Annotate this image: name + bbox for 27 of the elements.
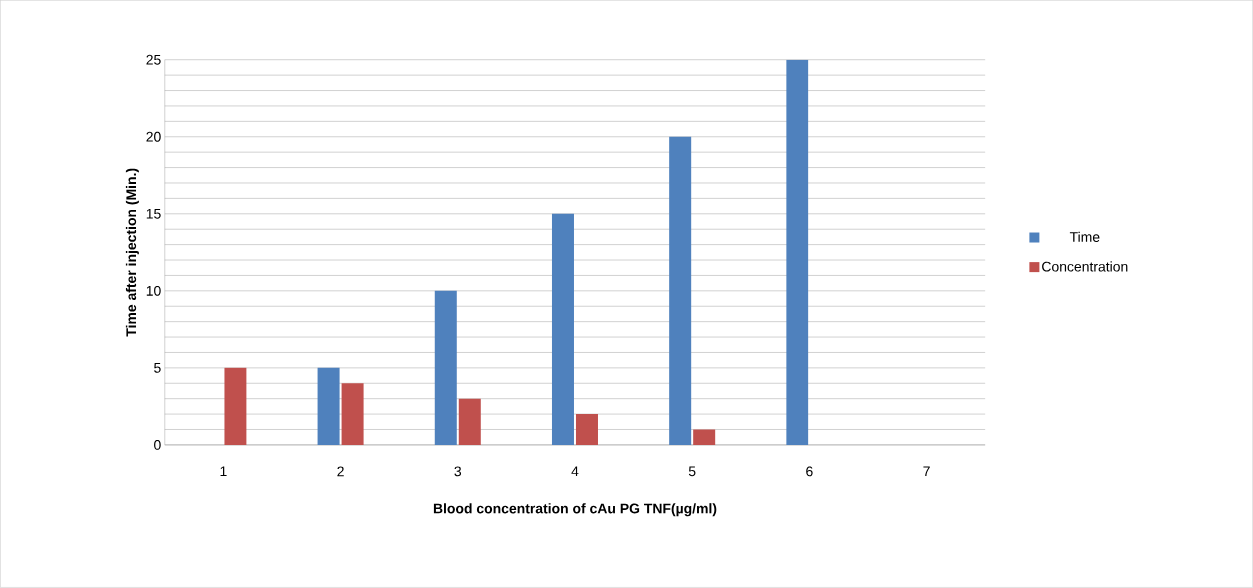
y-tick-label: 10 [146,286,161,296]
bar [669,136,692,446]
x-tick-label: 7 [923,466,930,477]
y-tick-label: 0 [154,440,161,450]
x-tick-label: 1 [220,466,227,477]
y-tick-label: 5 [154,363,161,373]
y-tick-label: 25 [146,54,161,65]
y-tick-label: 20 [146,131,161,142]
legend-label: Concentration [1042,261,1128,272]
x-tick-label: 2 [337,466,344,477]
x-axis-title: Blood concentration of cAu PG TNF(µg/ml) [433,503,717,517]
y-axis-title: Time after injection (Min.) [125,168,139,337]
bar [693,429,716,446]
legend-label: Time [1069,231,1100,243]
bar [317,368,340,446]
bar [786,59,809,446]
bar [551,213,574,446]
bar [458,398,481,446]
x-tick-label: 5 [688,466,696,477]
bar [224,368,247,446]
x-tick-label: 3 [454,466,462,477]
bar [575,414,598,446]
y-tick-label: 15 [146,209,161,219]
bar [434,290,457,446]
bar [341,383,364,446]
x-tick-label: 4 [571,466,579,477]
x-tick-label: 6 [806,466,813,477]
